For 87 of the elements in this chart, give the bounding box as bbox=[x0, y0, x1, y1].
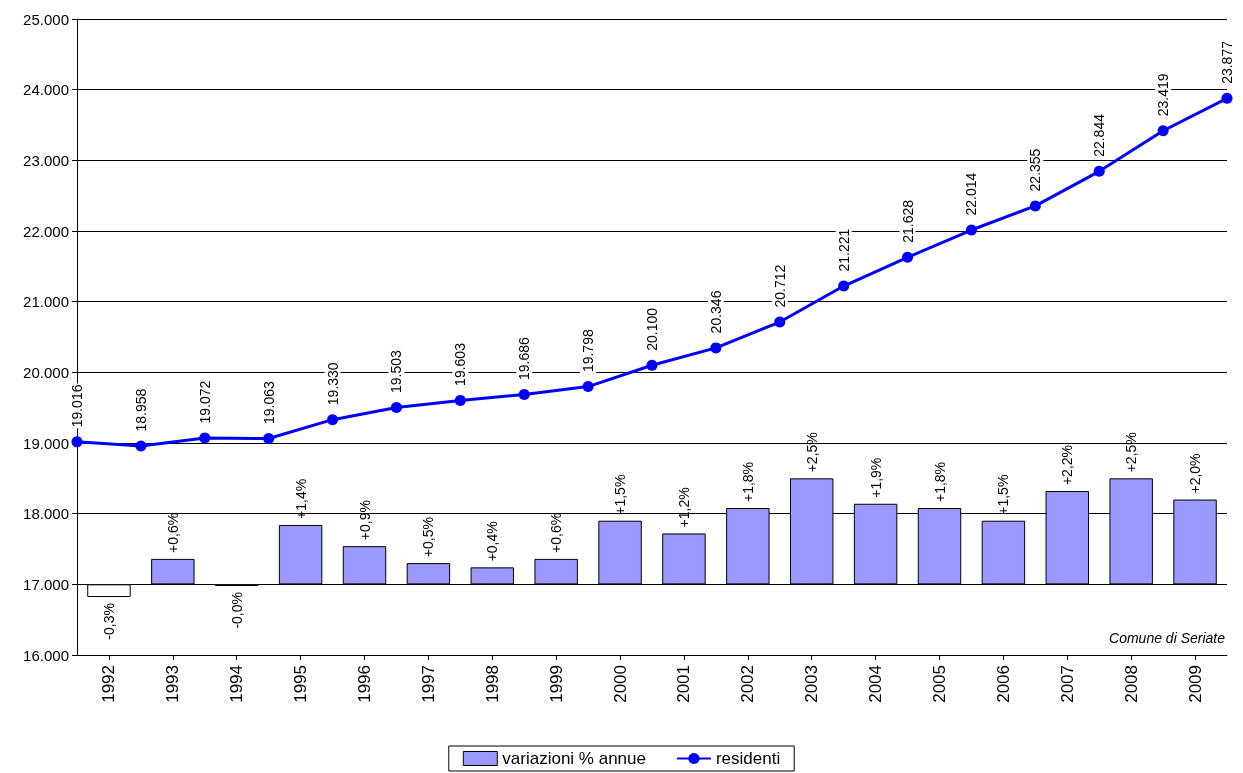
point bbox=[390, 401, 402, 413]
point bbox=[838, 280, 850, 292]
y-tick-label: 24.000 bbox=[23, 81, 69, 99]
point bbox=[1221, 92, 1233, 104]
y-tick-label: 19.000 bbox=[23, 434, 69, 452]
data-label: +1,8% bbox=[931, 461, 948, 503]
x-tick-label: 1993 bbox=[163, 665, 183, 703]
data-label: 21.221 bbox=[835, 228, 852, 272]
data-label: 18.958 bbox=[132, 388, 149, 432]
x-tick-label: 2004 bbox=[866, 665, 886, 703]
data-label: +1,2% bbox=[675, 487, 692, 528]
data-label: +1,4% bbox=[292, 478, 309, 519]
data-label: 19.686 bbox=[516, 336, 533, 381]
x-tick-label: 2003 bbox=[802, 665, 822, 703]
y-tick-label: 23.000 bbox=[23, 151, 69, 169]
data-label: +0,9% bbox=[356, 500, 373, 541]
x-tick-label: 1995 bbox=[291, 665, 311, 703]
data-label: 19.063 bbox=[260, 381, 277, 425]
data-label: 21.628 bbox=[899, 199, 916, 243]
y-tick-label: 17.000 bbox=[23, 575, 69, 593]
x-tick-label: 1997 bbox=[418, 665, 438, 703]
data-label: 19.072 bbox=[196, 380, 213, 424]
x-tick-label: 2002 bbox=[738, 665, 758, 703]
data-label: 23.877 bbox=[1219, 40, 1235, 84]
data-label: 23.419 bbox=[1155, 73, 1172, 117]
x-tick-label: 1996 bbox=[355, 665, 374, 703]
x-tick-label: 2007 bbox=[1057, 665, 1077, 703]
x-tick-label: 2005 bbox=[930, 665, 949, 703]
data-label: +0,4% bbox=[484, 521, 501, 562]
x-tick-label: 2008 bbox=[1121, 665, 1141, 703]
y-tick-label: 18.000 bbox=[23, 505, 69, 523]
y-tick-label: 20.000 bbox=[23, 363, 69, 381]
x-tick-label: 2006 bbox=[993, 665, 1013, 703]
data-label: +2,0% bbox=[1187, 453, 1204, 494]
point bbox=[646, 359, 658, 371]
legend-label: residenti bbox=[715, 749, 781, 768]
x-tick-label: 1992 bbox=[99, 665, 119, 703]
data-label: 22.355 bbox=[1027, 148, 1044, 192]
data-label: +1,5% bbox=[995, 474, 1012, 515]
data-label: 19.330 bbox=[324, 362, 341, 406]
y-tick-label: 21.000 bbox=[23, 293, 69, 311]
point bbox=[1157, 125, 1169, 137]
data-label: 19.503 bbox=[388, 349, 405, 393]
data-label: 19.016 bbox=[69, 384, 85, 428]
data-label: 20.712 bbox=[771, 264, 788, 308]
x-tick-label: 1998 bbox=[482, 665, 502, 703]
data-label: +1,9% bbox=[867, 457, 884, 498]
point bbox=[1093, 165, 1105, 177]
data-label: 19.798 bbox=[580, 329, 597, 373]
point bbox=[965, 224, 977, 236]
point bbox=[710, 342, 722, 354]
data-label: 22.844 bbox=[1091, 113, 1108, 157]
point bbox=[902, 251, 914, 263]
data-label: +0,6% bbox=[164, 512, 181, 553]
data-label: -0,0% bbox=[228, 592, 245, 629]
point bbox=[71, 436, 83, 448]
data-label: 20.346 bbox=[707, 290, 724, 334]
point bbox=[1029, 200, 1041, 212]
x-tick-label: 2001 bbox=[674, 665, 694, 703]
data-label: +0,6% bbox=[548, 512, 565, 553]
data-label: +0,5% bbox=[420, 517, 437, 558]
data-label: +1,8% bbox=[739, 461, 756, 503]
point bbox=[199, 432, 211, 444]
y-tick-label: 25.000 bbox=[23, 10, 69, 28]
point bbox=[774, 316, 786, 328]
point bbox=[327, 414, 339, 426]
x-tick-label: 2009 bbox=[1185, 665, 1205, 703]
data-label: +2,2% bbox=[1059, 444, 1076, 486]
data-label: +2,5% bbox=[803, 432, 820, 473]
data-label: 22.014 bbox=[963, 172, 980, 216]
legend-label: variazioni % annue bbox=[502, 749, 646, 768]
point bbox=[582, 381, 594, 393]
data-label: 19.603 bbox=[452, 342, 469, 386]
y-tick-label: 22.000 bbox=[23, 222, 69, 240]
point bbox=[263, 433, 275, 445]
data-label: 20.100 bbox=[644, 307, 660, 351]
x-tick-label: 1999 bbox=[546, 665, 566, 703]
data-label: +1,5% bbox=[612, 474, 629, 515]
y-tick-label: 16.000 bbox=[23, 646, 69, 664]
point bbox=[135, 440, 147, 452]
data-label: +2,5% bbox=[1123, 432, 1140, 473]
x-tick-label: 2000 bbox=[610, 665, 630, 703]
x-tick-label: 1994 bbox=[227, 665, 247, 703]
point bbox=[518, 389, 530, 401]
annotation: Comune di Seriate bbox=[1109, 630, 1226, 646]
data-label: -0,3% bbox=[100, 603, 117, 640]
point bbox=[454, 394, 466, 406]
